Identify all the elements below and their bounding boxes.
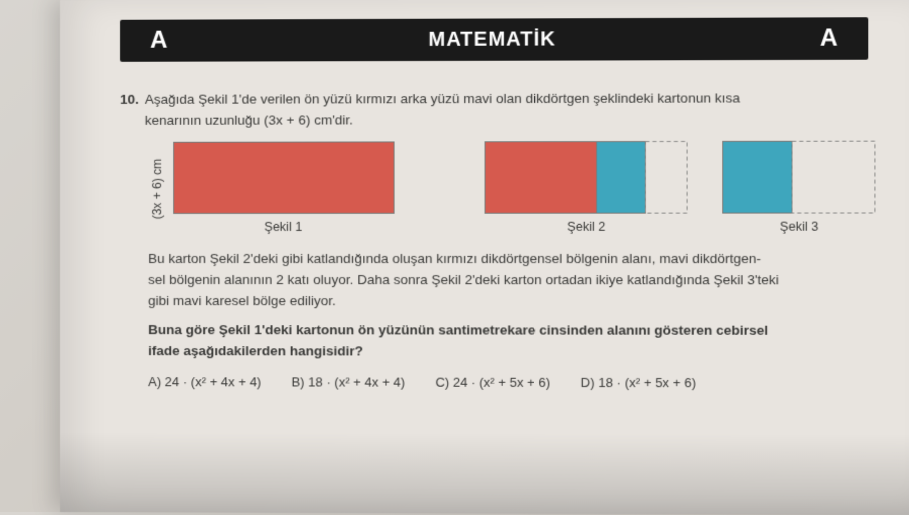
- figure-2-svg: [485, 141, 688, 214]
- figure-2-caption: Şekil 2: [567, 218, 605, 238]
- option-d: D) 18 · (x² + 5x + 6): [581, 373, 696, 394]
- body-line3: gibi mavi karesel bölge ediliyor.: [148, 293, 336, 308]
- body-line1: Bu karton Şekil 2'deki gibi katlandığınd…: [148, 251, 761, 266]
- prompt-text: Aşağıda Şekil 1'de verilen ön yüzü kırmı…: [145, 88, 740, 131]
- question-block: 10. Aşağıda Şekil 1'de verilen ön yüzü k…: [120, 88, 868, 394]
- figure-1-ylabel: (3x + 6) cm: [148, 159, 167, 219]
- figure-1-caption: Şekil 1: [264, 218, 302, 237]
- header-title: MATEMATİK: [428, 28, 556, 52]
- option-a: A) 24 · (x² + 4x + 4): [148, 372, 261, 392]
- ask-line1: Buna göre Şekil 1'deki kartonun ön yüzün…: [148, 322, 768, 338]
- figure-1-wrap: (3x + 6) cm Şekil 1: [148, 141, 450, 237]
- figure-2: Şekil 2: [485, 141, 688, 237]
- question-number: 10.: [120, 90, 139, 111]
- page-bottom-shadow: [60, 432, 909, 515]
- figure-1-svg: [173, 141, 394, 213]
- header-left: A: [150, 27, 167, 55]
- options-row: A) 24 · (x² + 4x + 4) B) 18 · (x² + 4x +…: [148, 372, 868, 394]
- figure-1: Şekil 1: [173, 141, 394, 237]
- figures-row: (3x + 6) cm Şekil 1 Şekil 2 Şekil 3: [148, 141, 868, 238]
- figure-3: Şekil 3: [723, 140, 876, 237]
- body-line2: sel bölgenin alanının 2 katı oluyor. Dah…: [148, 272, 779, 287]
- prompt-line2: kenarının uzunluğu (3x + 6) cm'dir.: [145, 112, 353, 127]
- ask-line2: ifade aşağıdakilerden hangisidir?: [148, 343, 363, 358]
- header-bar: A MATEMATİK A: [120, 17, 868, 62]
- option-c: C) 24 · (x² + 5x + 6): [435, 372, 550, 392]
- header-right: A: [820, 24, 838, 52]
- question-body: Bu karton Şekil 2'deki gibi katlandığınd…: [148, 249, 868, 313]
- question-prompt: 10. Aşağıda Şekil 1'de verilen ön yüzü k…: [120, 88, 868, 132]
- page: A MATEMATİK A 10. Aşağıda Şekil 1'de ver…: [60, 0, 909, 515]
- figure-3-caption: Şekil 3: [780, 217, 818, 237]
- option-b: B) 18 · (x² + 4x + 4): [291, 372, 405, 392]
- prompt-line1: Aşağıda Şekil 1'de verilen ön yüzü kırmı…: [145, 90, 740, 106]
- figure-3-svg: [723, 140, 876, 213]
- question-ask: Buna göre Şekil 1'deki kartonun ön yüzün…: [148, 320, 868, 363]
